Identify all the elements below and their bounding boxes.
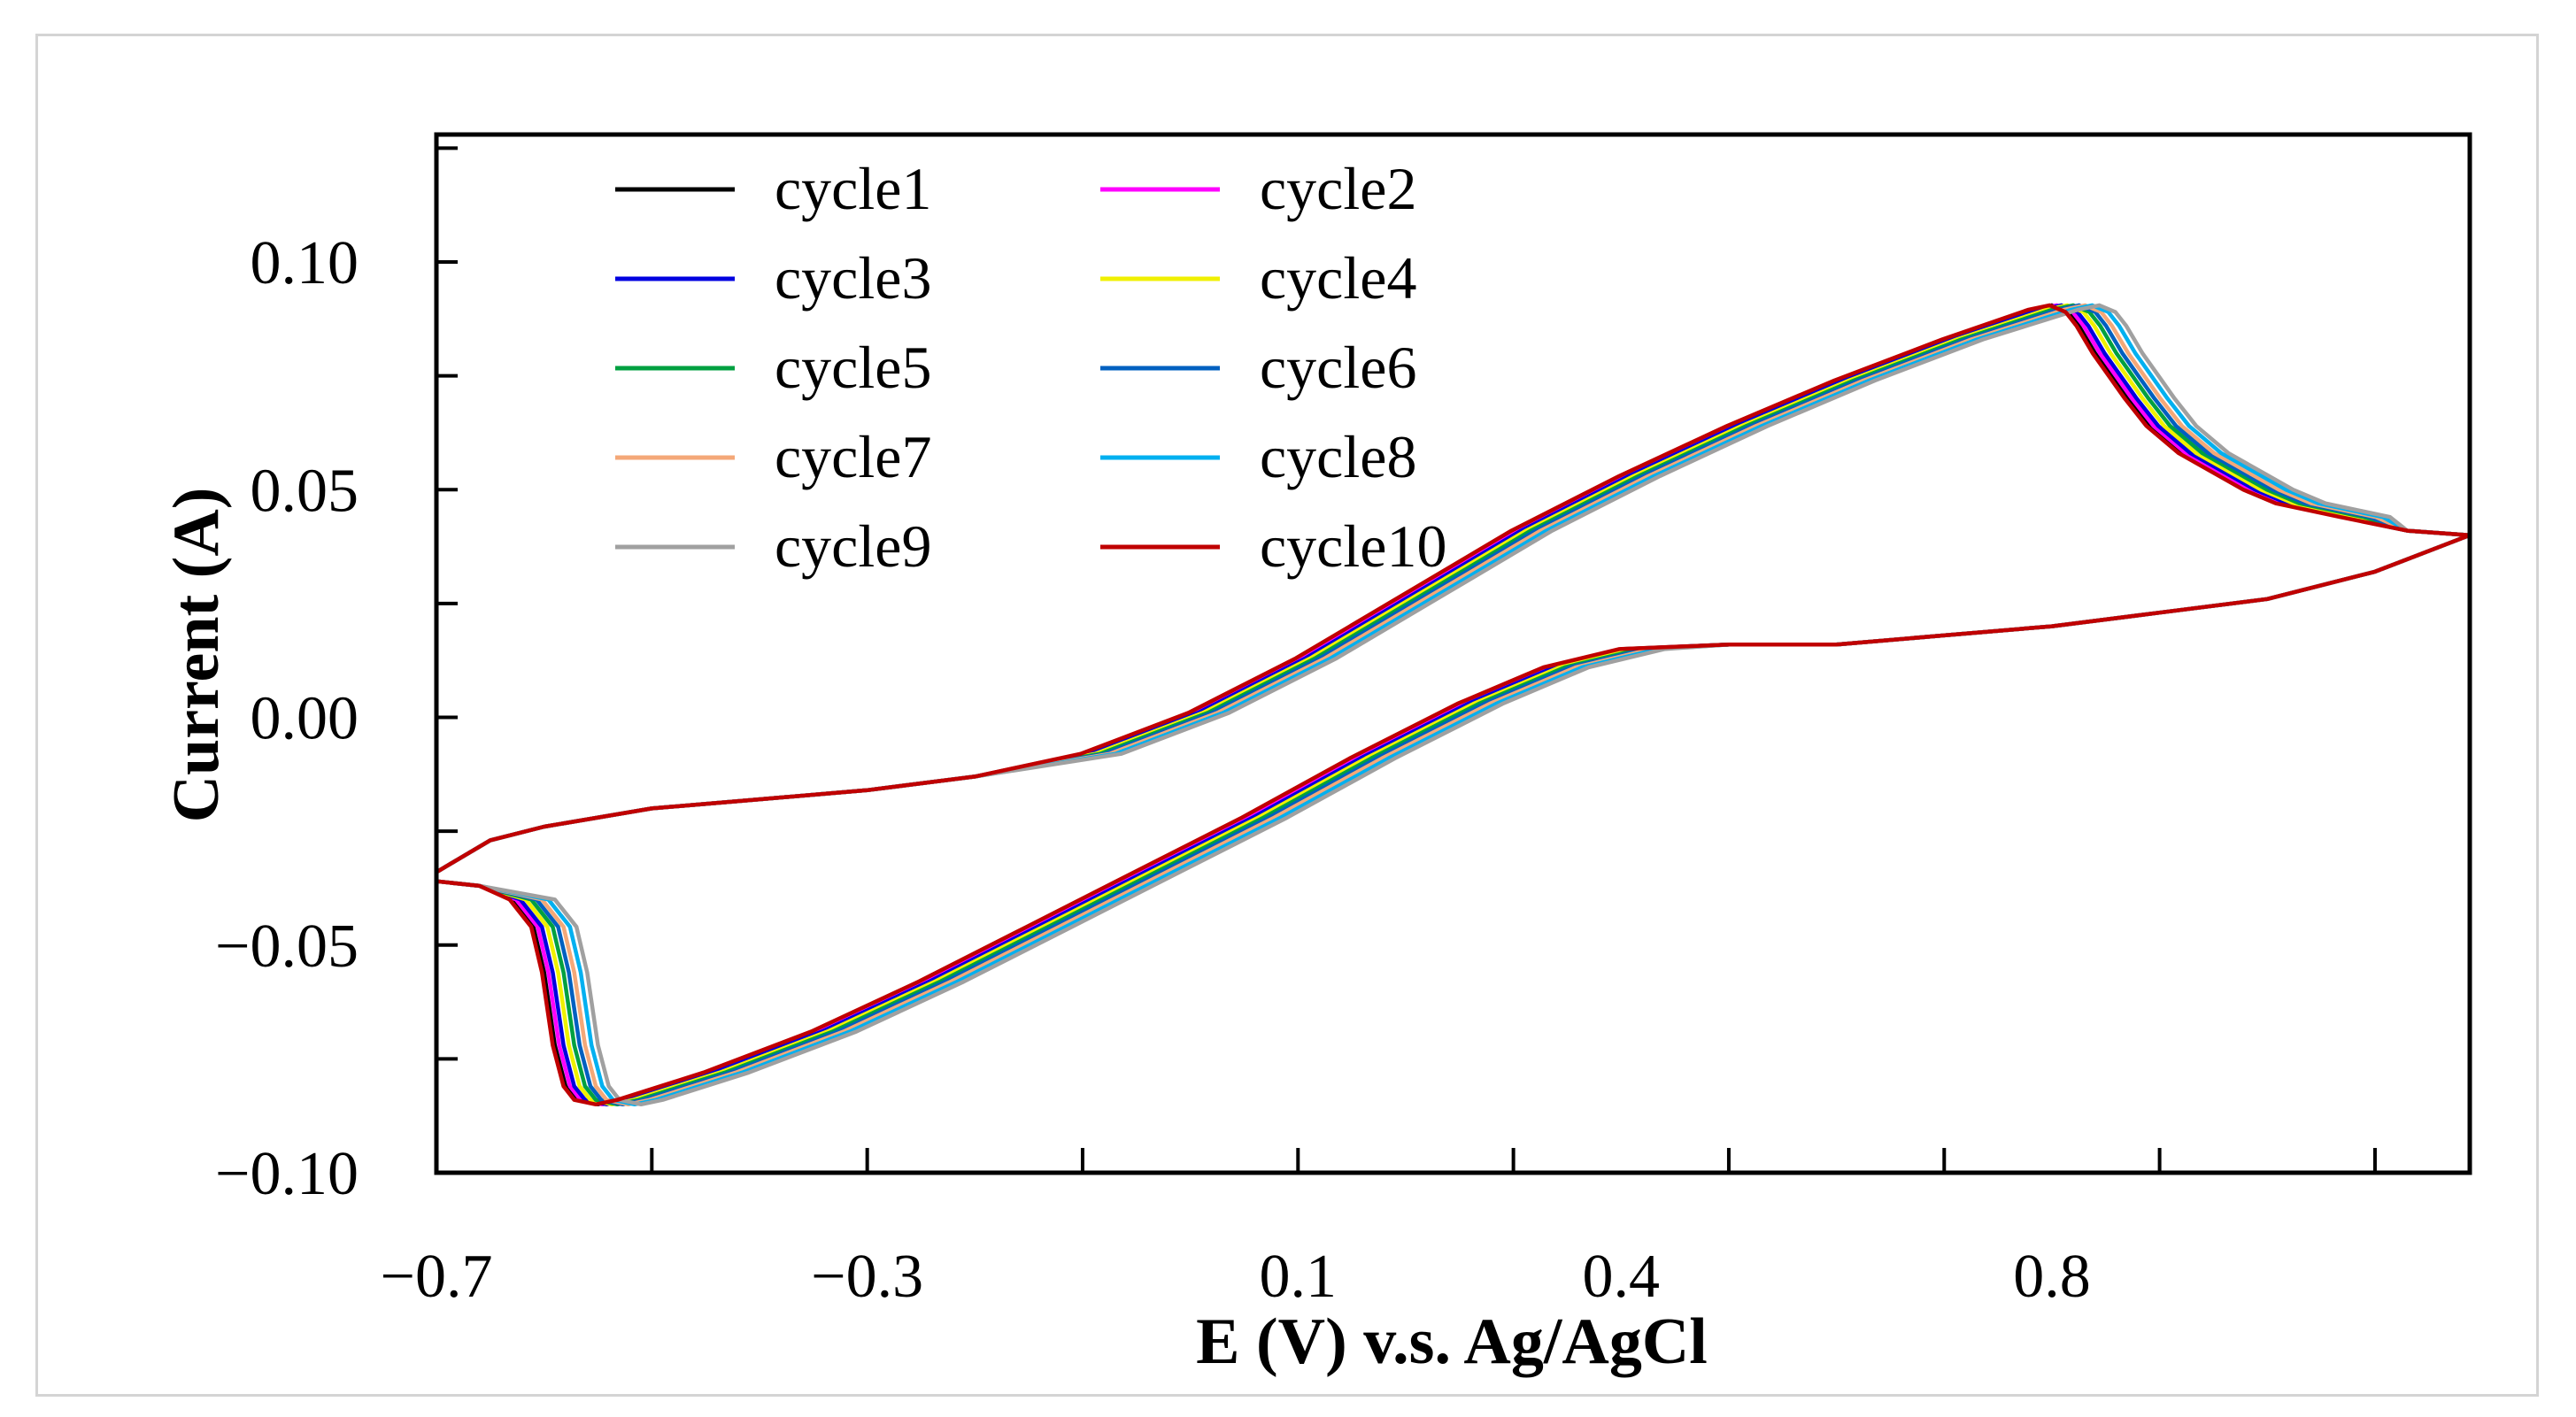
legend-label-cycle5: cycle5 bbox=[775, 334, 931, 401]
x-tick-label: 0.4 bbox=[1583, 1243, 1661, 1311]
x-axis-title: E (V) v.s. Ag/AgCl bbox=[1196, 1305, 1708, 1378]
legend: cycle1 cycle2 cycle3 cycle4 cycle5 cycle6 cycl… bbox=[615, 155, 1446, 580]
x-tick-label: 0.1 bbox=[1260, 1243, 1338, 1311]
y-tick-label: −0.10 bbox=[215, 1140, 359, 1208]
x-tick-label: −0.7 bbox=[381, 1243, 493, 1311]
legend-label-cycle3: cycle3 bbox=[775, 244, 931, 312]
x-tick-label: −0.3 bbox=[811, 1243, 923, 1311]
y-tick-label: 0.05 bbox=[251, 457, 359, 525]
x-axis: −0.7 −0.3 0.1 0.4 0.8 bbox=[381, 1148, 2377, 1311]
x-tick-label: 0.8 bbox=[2013, 1243, 2091, 1311]
y-tick-label: −0.05 bbox=[215, 913, 359, 981]
y-axis: 0.10 0.05 0.00 −0.05 −0.10 bbox=[215, 146, 458, 1208]
legend-label-cycle6: cycle6 bbox=[1260, 334, 1416, 401]
curves-layer bbox=[434, 303, 2471, 1107]
legend-label-cycle1: cycle1 bbox=[775, 155, 931, 222]
y-tick-label: 0.00 bbox=[251, 685, 359, 753]
legend-label-cycle10: cycle10 bbox=[1260, 512, 1446, 580]
legend-label-cycle2: cycle2 bbox=[1260, 155, 1416, 222]
legend-label-cycle7: cycle7 bbox=[775, 423, 931, 490]
series-line-cycle10 bbox=[434, 303, 2471, 1107]
legend-label-cycle9: cycle9 bbox=[775, 512, 931, 580]
legend-label-cycle4: cycle4 bbox=[1260, 244, 1416, 312]
y-axis-title: Current (A) bbox=[160, 488, 233, 823]
y-tick-label: 0.10 bbox=[251, 229, 359, 297]
legend-label-cycle8: cycle8 bbox=[1260, 423, 1416, 490]
plot-area bbox=[434, 132, 2472, 1175]
